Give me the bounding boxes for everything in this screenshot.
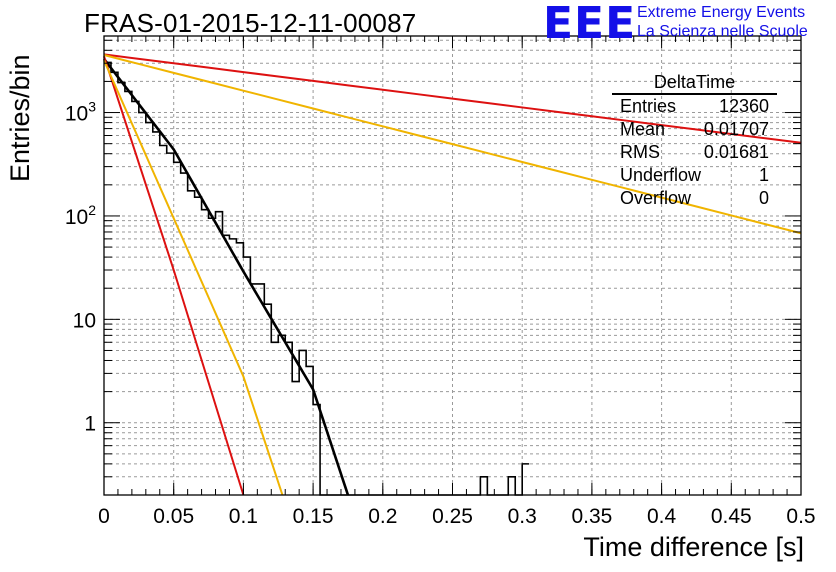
stats-box: DeltaTime Entries 12360 Mean 0.01707 RMS…	[612, 72, 777, 210]
fit-curve-0	[102, 58, 350, 496]
fit-curve-1	[103, 55, 245, 496]
axes: 0 0.05 0.1 0.15 0.2 0.25 0.3 0.35 0.4 0.45 0.51101…	[65, 35, 816, 528]
logo-line-2: La Scienza nelle Scuole	[637, 23, 808, 40]
histogram-outline	[104, 61, 530, 496]
y-tick-label: 102	[65, 202, 96, 229]
stats-value: 1	[758, 165, 769, 185]
stats-row-mean: Mean 0.01707	[612, 118, 777, 141]
y-tick-exponent: 3	[88, 99, 96, 115]
stats-value: 0.01681	[703, 142, 769, 162]
stats-row-entries: Entries 12360	[612, 95, 777, 118]
x-tick-label: 0.25	[432, 505, 473, 528]
stats-value: 0.01707	[703, 119, 769, 139]
stats-value: 12360	[718, 96, 769, 116]
x-tick-label: 0.2	[368, 505, 397, 528]
y-tick-exponent: 2	[88, 202, 96, 218]
y-tick-label: 10	[73, 309, 96, 332]
y-tick-label: 1	[84, 413, 96, 436]
histogram	[104, 61, 530, 496]
stats-row-overflow: Overflow 0	[612, 187, 777, 210]
eee-logo: EEE	[543, 0, 637, 49]
x-tick-label: 0.4	[647, 505, 677, 528]
x-tick-label: 0.45	[711, 505, 752, 528]
x-tick-label: 0.3	[508, 505, 537, 528]
fit-curves	[102, 53, 802, 496]
stats-value: 0	[758, 188, 769, 208]
stats-row-rms: RMS 0.01681	[612, 141, 777, 164]
x-tick-label: 0.15	[293, 505, 334, 528]
x-tick-label: 0.1	[229, 505, 258, 528]
x-tick-label: 0.35	[571, 505, 612, 528]
stats-label: Underflow	[620, 165, 702, 185]
stats-label: Entries	[620, 96, 677, 116]
logo-line-1: Extreme Energy Events	[637, 4, 806, 21]
stats-label: Overflow	[620, 188, 692, 208]
x-tick-label: 0.5	[786, 505, 815, 528]
grid-lines	[103, 36, 802, 496]
fit-curve-3	[103, 53, 802, 144]
x-tick-label: 0.05	[153, 505, 194, 528]
stats-label: Mean	[620, 119, 666, 139]
logo-caption: Extreme Energy Events La Scienza nelle S…	[637, 3, 808, 41]
fit-curve-2	[103, 59, 284, 496]
x-tick-label: 0	[98, 505, 110, 528]
stats-row-underflow: Underflow 1	[612, 164, 777, 187]
y-tick-label: 103	[65, 99, 96, 126]
x-axis-label: Time difference [s]	[583, 532, 804, 562]
chart-title: FRAS-01-2015-12-11-00087	[84, 8, 417, 38]
fit-curve-4	[103, 54, 802, 235]
stats-title: DeltaTime	[612, 72, 777, 95]
plot-frame	[103, 35, 802, 496]
y-axis-label: Entries/bin	[5, 54, 35, 182]
stats-label: RMS	[620, 142, 660, 162]
